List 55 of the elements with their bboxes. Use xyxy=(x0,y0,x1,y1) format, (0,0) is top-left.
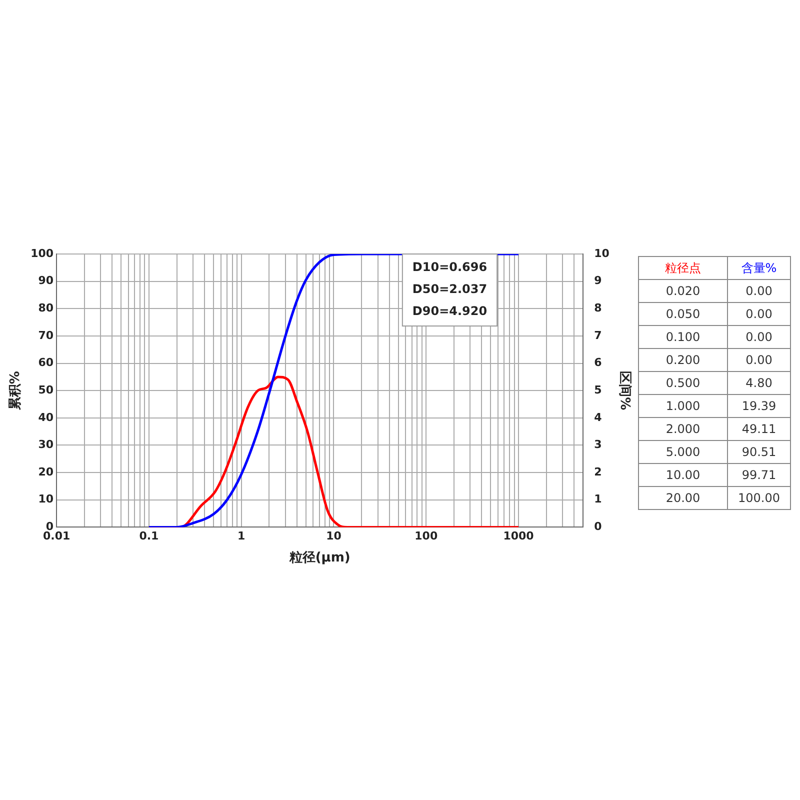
text: 19.39 xyxy=(728,394,790,418)
text: 4.80 xyxy=(728,372,790,394)
y-tick-label: 40 xyxy=(38,410,54,424)
text: 0.020 xyxy=(638,280,728,302)
x-tick-label: 0.01 xyxy=(42,530,70,543)
y-tick-label: 30 xyxy=(38,438,54,452)
text: 1.000 xyxy=(638,394,728,418)
y2-tick-label: 7 xyxy=(594,328,602,342)
text: 2.000 xyxy=(638,418,728,440)
x-tick-label: 100 xyxy=(414,530,438,543)
text: 20.00 xyxy=(638,486,728,510)
y2-axis-title: 区间% xyxy=(616,371,632,410)
text: 含量% xyxy=(728,256,790,280)
annotation: D90=4.920 xyxy=(412,304,488,318)
y2-tick-label: 2 xyxy=(594,465,602,478)
y-axis-title: 累积% xyxy=(8,371,24,412)
annotation: D10=0.696 xyxy=(412,260,488,274)
y2-tick-label: 0 xyxy=(594,520,602,534)
y2-tick-label: 1 xyxy=(594,492,602,506)
x-axis-title: 粒径(μm) xyxy=(288,550,350,566)
text: 0.00 xyxy=(728,280,790,302)
x-tick-label: 1000 xyxy=(503,530,534,543)
y2-tick-label: 3 xyxy=(594,438,602,452)
text: 100.00 xyxy=(728,486,790,510)
y-tick-label: 100 xyxy=(30,246,54,260)
text: 0.500 xyxy=(638,372,728,394)
text: 0.200 xyxy=(638,348,728,372)
x-tick-label: 10 xyxy=(326,530,342,543)
x-tick-label: 0.1 xyxy=(139,530,159,543)
y-tick-label: 50 xyxy=(38,383,54,396)
text: 粒径点 xyxy=(638,256,728,280)
y-tick-label: 70 xyxy=(38,328,54,342)
text: 0.050 xyxy=(638,302,728,326)
y2-tick-label: 8 xyxy=(594,302,602,314)
y2-tick-label: 10 xyxy=(594,246,610,260)
y2-tick-label: 6 xyxy=(594,356,602,370)
y-tick-label: 90 xyxy=(38,274,54,288)
text: 0.00 xyxy=(728,302,790,326)
y-tick-label: 80 xyxy=(38,302,54,314)
text: 0.00 xyxy=(728,326,790,348)
text: 5.000 xyxy=(638,440,728,464)
text: 0.100 xyxy=(638,326,728,348)
annotation: D50=2.037 xyxy=(412,282,488,296)
text: 99.71 xyxy=(728,464,790,486)
text: 10.00 xyxy=(638,464,728,486)
y-tick-label: 20 xyxy=(38,465,54,478)
text: 0.00 xyxy=(728,348,790,372)
y-tick-label: 60 xyxy=(38,356,54,370)
y2-tick-label: 9 xyxy=(594,274,602,288)
x-tick-label: 1 xyxy=(238,530,246,543)
text: 49.11 xyxy=(728,418,790,440)
y2-tick-label: 4 xyxy=(594,410,602,424)
y-tick-label: 10 xyxy=(38,492,54,506)
y2-tick-label: 5 xyxy=(594,383,602,396)
text: 90.51 xyxy=(728,440,790,464)
